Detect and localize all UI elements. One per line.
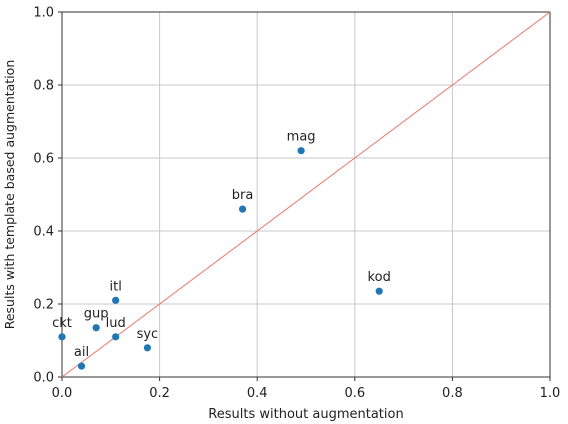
point-label-ail: ail (74, 345, 89, 360)
point-label-ckt: ckt (52, 316, 72, 331)
diagonal-reference-line (61, 11, 551, 378)
x-tick-label: 0.2 (149, 386, 170, 401)
y-tick-label: 0.4 (33, 225, 54, 240)
scatter-point-itl (112, 296, 120, 304)
ticks-layer: 0.0 0.2 0.4 0.6 0.8 1.0 0.0 0.2 0.4 0.6 0.8 1.0 (33, 6, 560, 402)
scatter-point-bra (238, 205, 247, 213)
x-tick-label: 0.6 (344, 386, 365, 401)
y-tick-label: 1.0 (33, 6, 54, 21)
scatter-point-ckt (58, 333, 66, 341)
x-tick-label: 0.4 (247, 386, 268, 401)
x-tick-label: 0.0 (52, 386, 73, 401)
point-label-gup: gup (84, 307, 109, 322)
point-label-kod: kod (368, 270, 391, 285)
point-label-mag: mag (287, 130, 316, 145)
x-tick-label: 0.8 (442, 386, 463, 401)
y-tick-label: 0.0 (33, 371, 54, 386)
point-label-itl: itl (110, 279, 122, 294)
scatter-point-gup (92, 324, 100, 332)
series-layer (58, 11, 551, 378)
scatter-point-kod (375, 287, 383, 295)
y-tick-label: 0.8 (33, 79, 54, 94)
point-label-syc: syc (137, 327, 159, 342)
x-tick-label: 1.0 (540, 386, 561, 401)
y-tick-label: 0.2 (33, 298, 54, 313)
point-label-bra: bra (232, 188, 254, 203)
point-label-lud: lud (106, 316, 126, 331)
scatter-point-syc (143, 344, 151, 352)
axes-layer (61, 11, 551, 378)
plot-frame (61, 11, 551, 378)
scatter-point-lud (112, 333, 120, 341)
scatter-point-mag (297, 147, 305, 155)
y-tick-label: 0.6 (33, 152, 54, 167)
y-axis-label: Results with template based augmentation (2, 60, 17, 330)
scatter-point-ail (77, 362, 86, 370)
x-axis-label: Results without augmentation (208, 407, 403, 422)
